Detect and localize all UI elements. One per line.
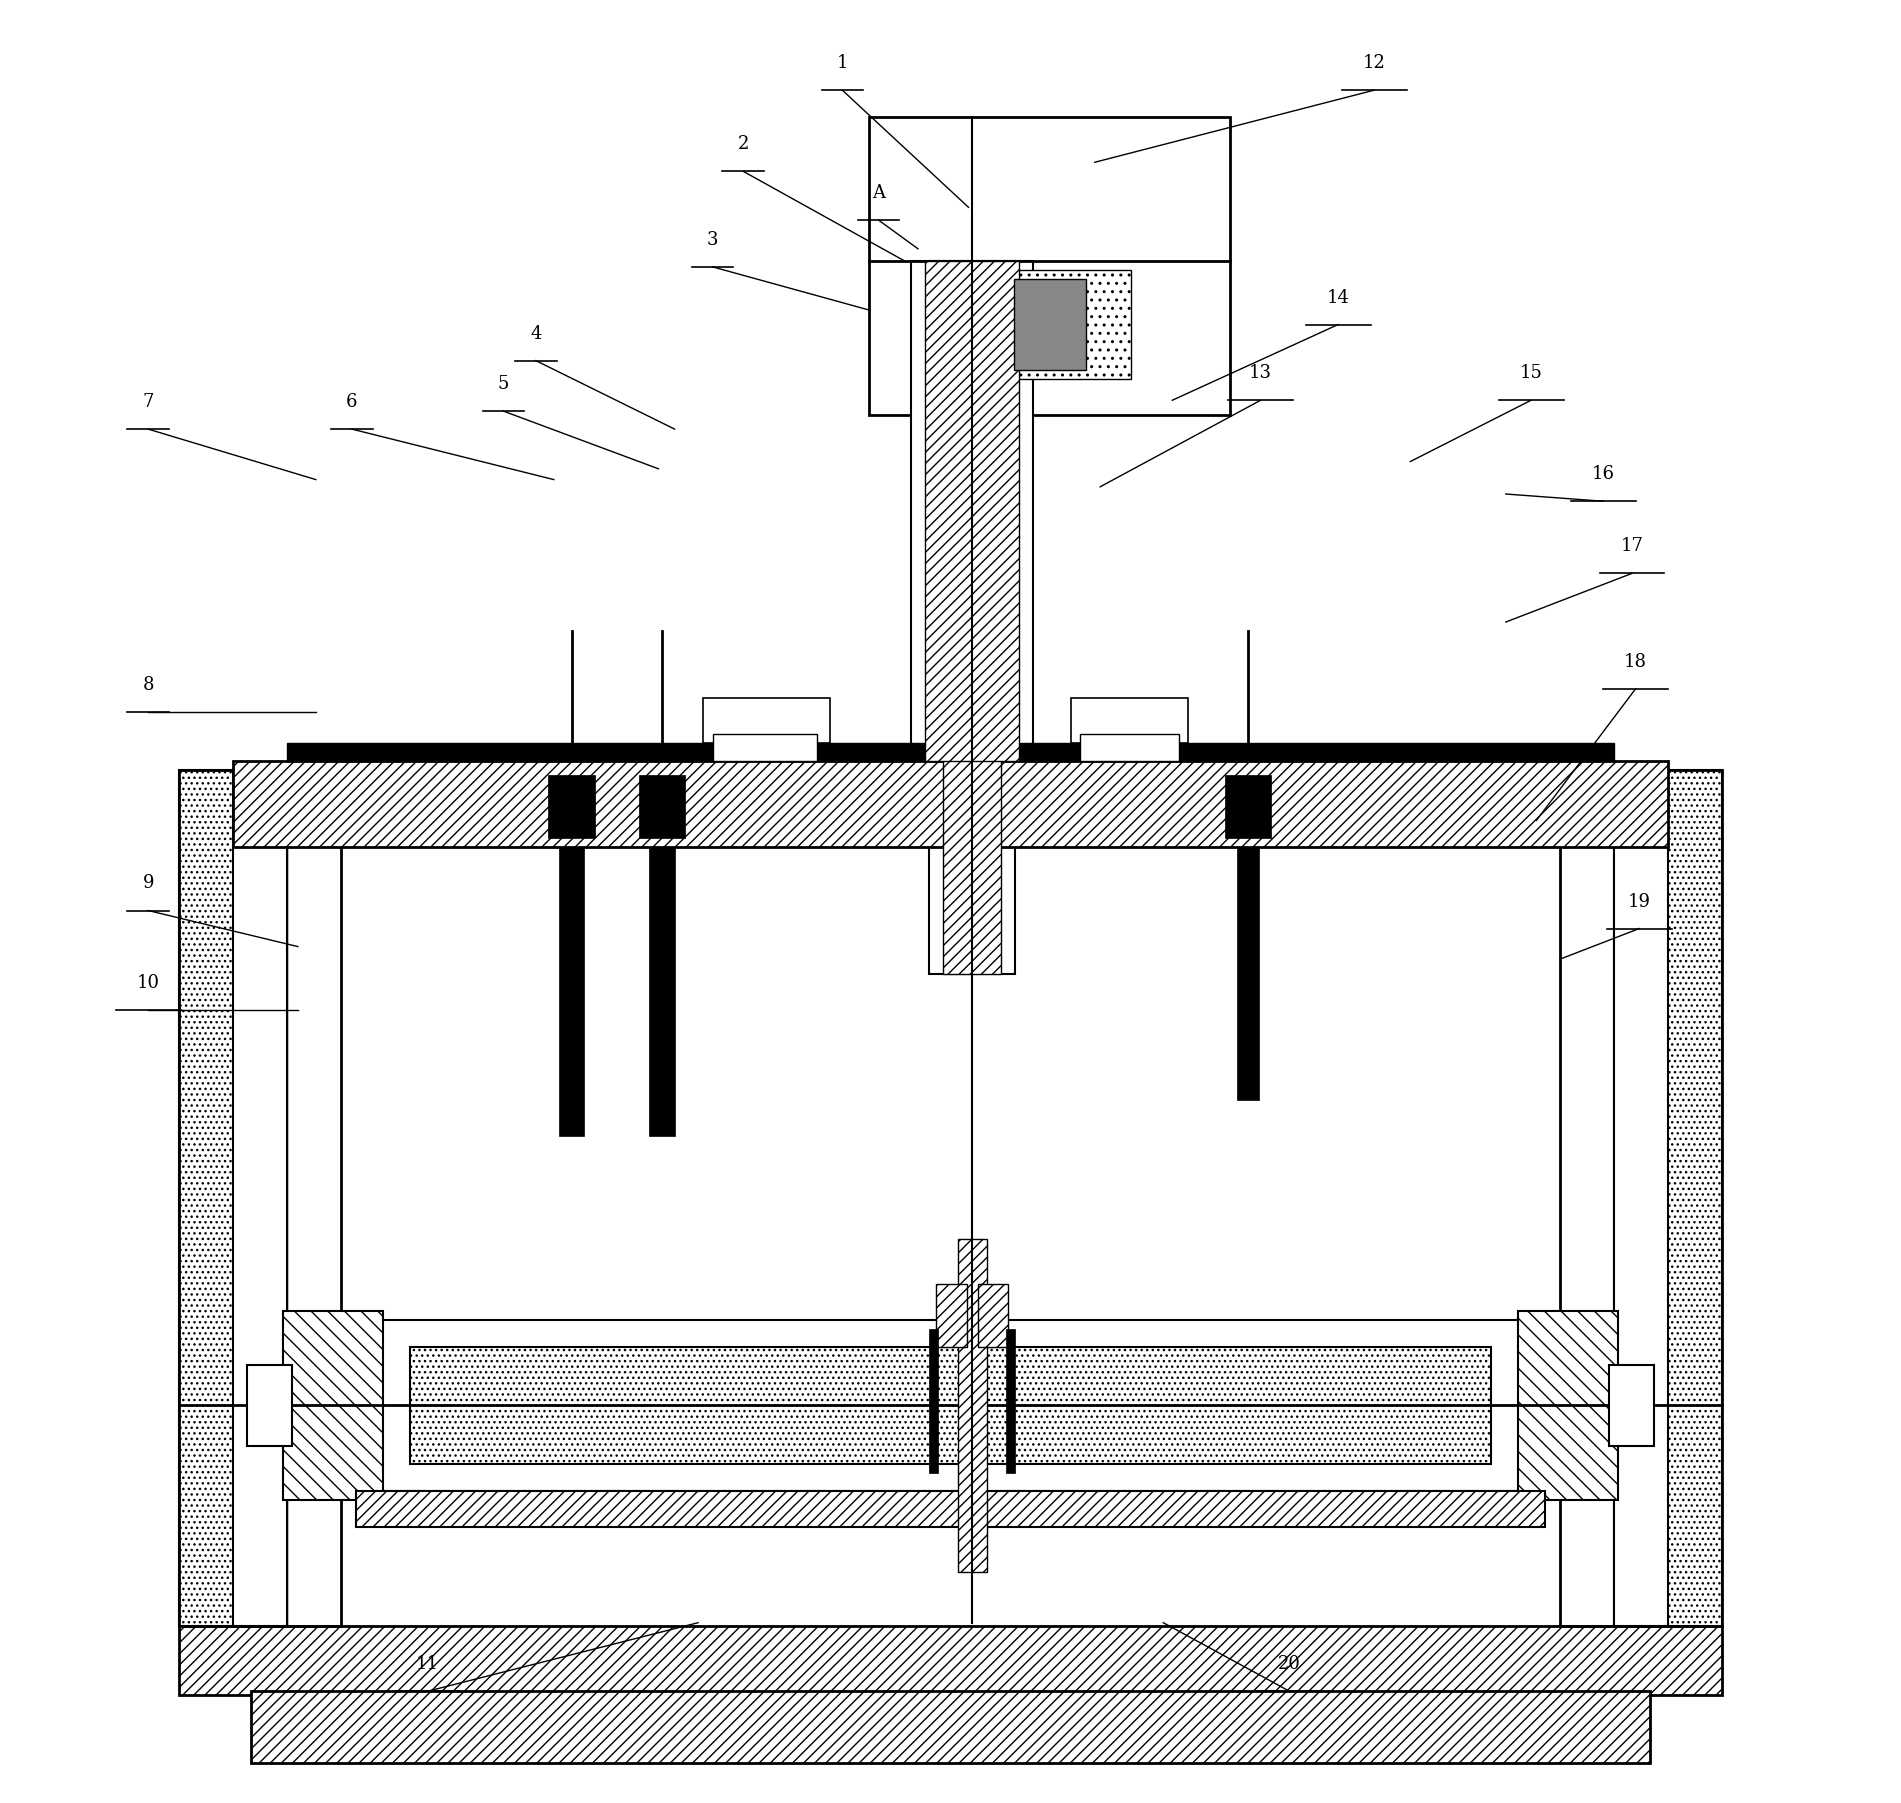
Bar (639, 775, 686, 838)
Text: 8: 8 (143, 676, 154, 694)
Bar (355, 1491, 1546, 1527)
Bar (287, 743, 1614, 761)
Bar (234, 770, 287, 1626)
Bar (926, 261, 1019, 761)
Bar (179, 770, 287, 1626)
Bar (559, 847, 584, 1136)
Bar (935, 1284, 968, 1347)
Text: 7: 7 (143, 393, 154, 411)
Bar (179, 1626, 1722, 1695)
Text: 14: 14 (1327, 288, 1350, 307)
Bar (283, 1311, 382, 1500)
Text: A: A (873, 184, 884, 202)
Bar (1519, 1311, 1618, 1500)
Text: 16: 16 (1591, 465, 1614, 483)
Bar (930, 1329, 937, 1473)
Bar (287, 770, 1614, 1626)
Bar (1238, 847, 1258, 1100)
Text: 18: 18 (1623, 653, 1646, 671)
Text: 2: 2 (738, 135, 749, 153)
Bar (1608, 1365, 1654, 1446)
Text: 15: 15 (1519, 364, 1542, 382)
Text: 4: 4 (530, 325, 542, 343)
Text: 6: 6 (346, 393, 357, 411)
Bar (251, 1691, 1650, 1763)
Text: 17: 17 (1620, 537, 1644, 555)
Text: 13: 13 (1249, 364, 1272, 382)
Bar (1013, 279, 1085, 370)
Bar (1561, 770, 1722, 1626)
Text: 12: 12 (1363, 54, 1386, 72)
Bar (869, 117, 1230, 415)
Bar (911, 261, 1034, 761)
Bar (547, 775, 595, 838)
Bar (1614, 770, 1667, 1626)
Text: 11: 11 (416, 1655, 439, 1673)
Bar (247, 1365, 293, 1446)
Bar (703, 698, 829, 743)
Text: 19: 19 (1627, 892, 1650, 911)
Bar (1006, 1329, 1015, 1473)
Bar (1072, 698, 1188, 743)
Text: 10: 10 (137, 974, 160, 992)
Bar (930, 261, 1015, 974)
Bar (958, 1239, 987, 1572)
Text: 9: 9 (143, 874, 154, 892)
Bar (713, 734, 817, 761)
Bar (977, 1284, 1008, 1347)
Bar (373, 1320, 1528, 1491)
Bar (409, 1347, 1492, 1464)
Bar (1224, 775, 1272, 838)
Bar (943, 261, 1002, 974)
Bar (1614, 770, 1722, 1626)
Bar (234, 761, 1667, 847)
Bar (179, 770, 340, 1626)
Bar (650, 847, 675, 1136)
Text: 3: 3 (707, 231, 719, 249)
Text: 20: 20 (1277, 1655, 1300, 1673)
Text: 1: 1 (836, 54, 848, 72)
Bar (1080, 734, 1179, 761)
Text: 5: 5 (498, 375, 509, 393)
Bar (968, 270, 1131, 379)
